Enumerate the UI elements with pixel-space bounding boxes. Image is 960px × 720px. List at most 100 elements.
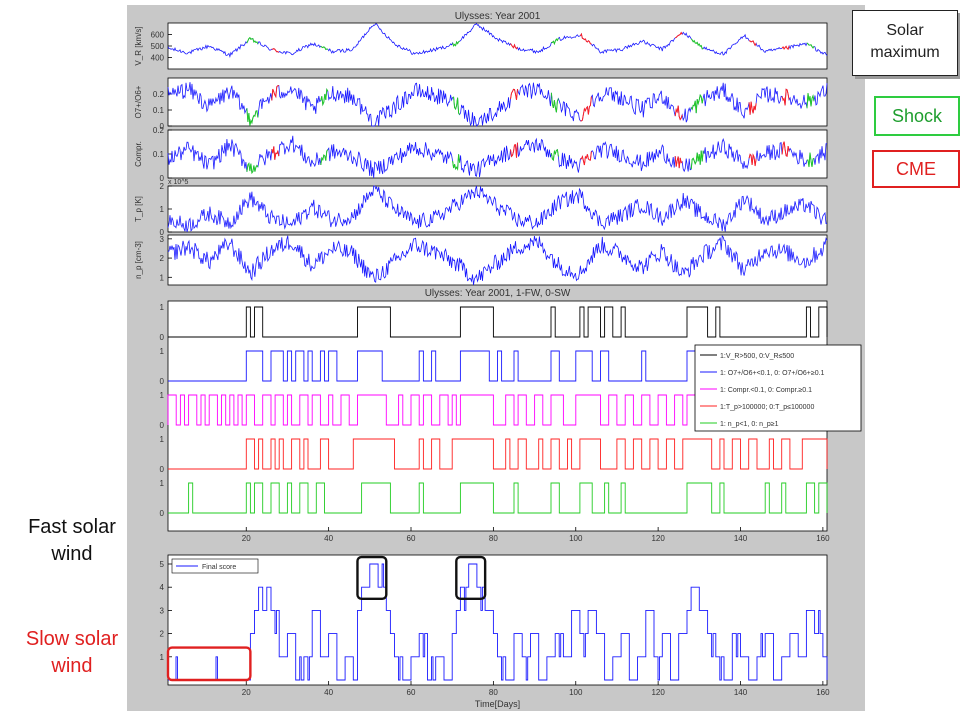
panel-3-frame [167, 129, 828, 179]
panel-4-ytick-label: 0 [160, 228, 165, 237]
score-xlabel: Time[Days] [475, 699, 520, 709]
panel-1-event-segment [690, 38, 704, 50]
binary-xtick-label: 60 [407, 534, 416, 543]
panel-5-ytick-label: 1 [160, 273, 165, 282]
panel-1-event-segment [749, 40, 757, 47]
binary-row-2-tick-1: 1 [160, 347, 165, 356]
panel-3-event-segment [781, 141, 790, 157]
panel-2-event-segment [246, 108, 259, 126]
score-xtick-label: 20 [242, 688, 251, 697]
panel-1-event-segment [271, 48, 280, 53]
binary-xtick-label: 40 [324, 534, 333, 543]
panel-5-ytick-label: 3 [160, 235, 165, 244]
panel-1-event-segment [579, 32, 592, 45]
panel-2-event-segment [806, 93, 815, 109]
binary-series-black [168, 306, 828, 338]
panel-3-event-segment [246, 162, 259, 175]
score-xtick-label: 40 [324, 688, 333, 697]
panel-3-event-segment [320, 149, 329, 165]
panel-2-event-segment [580, 96, 592, 122]
score-ytick-label: 2 [160, 630, 165, 639]
fast-solar-wind-label: Fast solar wind [28, 516, 116, 565]
panel-3-event-segment [748, 153, 757, 167]
binary-row-1-tick-0: 0 [160, 333, 165, 342]
score-xtick-label: 80 [489, 688, 498, 697]
panel-1-event-segment [510, 43, 518, 50]
panel-2-frame [167, 77, 828, 127]
shock-label: Shock [891, 106, 943, 126]
binary-row-3-tick-1: 1 [160, 391, 165, 400]
ulysses-chart-svg: Ulysses: Year 2001 Ulysses: Year 2001, 1-… [127, 5, 865, 711]
final-score-line [168, 563, 828, 681]
panel-1-ytick-label: 500 [151, 42, 165, 51]
panel-3-event-segment [452, 154, 461, 171]
panel-3-event-segment [580, 151, 592, 166]
score-legend-label: Final score [202, 564, 236, 571]
cme-legend-box: CME [872, 150, 960, 188]
panel-1-frame [167, 22, 828, 70]
binary-series-green [168, 482, 828, 514]
binary-row-3-tick-0: 0 [160, 421, 165, 430]
panel-2-ytick-label: 0.1 [153, 106, 165, 115]
panel-1-event-segment [246, 36, 259, 45]
score-xtick-label: 140 [734, 688, 748, 697]
score-ytick-label: 1 [160, 653, 165, 662]
panel-3-event-segment [690, 150, 704, 170]
panel-4-ytick-label: 1 [160, 205, 165, 214]
binary-legend-label-green: 1: n_p<1, 0: n_p≥1 [720, 421, 779, 428]
panel-5-ylabel: n_p [cm-3] [134, 241, 143, 279]
binary-row-5-tick-1: 1 [160, 479, 165, 488]
panel-2-event-segment [748, 101, 757, 115]
panel-5-ytick-label: 2 [160, 254, 165, 263]
ulysses-figure: Ulysses: Year 2001 Ulysses: Year 2001, 1-… [127, 5, 865, 711]
slow-solar-wind-label: Slow solar wind [25, 628, 119, 677]
panel-1-ytick-label: 600 [151, 31, 165, 40]
binary-legend-box [694, 344, 862, 432]
score-annotation-slow-box [166, 646, 252, 682]
panel-2-ylabel: O7+/O6+ [134, 85, 143, 118]
score-xtick-label: 60 [407, 688, 416, 697]
panel-2-event-segment [510, 88, 518, 100]
binary-xtick-label: 140 [734, 534, 748, 543]
panel-1-ytick-label: 400 [151, 54, 165, 63]
score-annotation-fast-box-2 [455, 555, 487, 600]
score-ytick-label: 3 [160, 606, 165, 615]
binary-series-magenta [167, 394, 828, 426]
binary-legend-label-red: 1:T_p>100000; 0:T_p≤100000 [720, 404, 814, 411]
top-title: Ulysses: Year 2001 [455, 11, 541, 22]
panel-3-ytick-label: 0.2 [153, 126, 165, 135]
panel-3-event-segment [806, 152, 815, 168]
binary-row-2-tick-0: 0 [160, 377, 165, 386]
binary-row-5-tick-0: 0 [160, 509, 165, 518]
panel-1-event-segment [781, 45, 790, 51]
solar-maximum-label: Solar maximum [870, 22, 940, 61]
cme-label: CME [896, 159, 936, 179]
panel-3-event-segment [674, 156, 683, 169]
binary-row-4-tick-1: 1 [160, 435, 165, 444]
score-xtick-label: 100 [569, 688, 583, 697]
score-annotation-fast-box-1 [356, 555, 388, 600]
panel-3-event-segment [271, 146, 280, 160]
panel-5-series-line [167, 235, 828, 285]
panel-4-ylabel: T_p [K] [134, 196, 143, 222]
panel-1-event-segment [551, 37, 559, 46]
score-xtick-label: 160 [816, 688, 830, 697]
panel-5-frame [167, 234, 828, 286]
shock-legend-box: Shock [874, 96, 960, 136]
panel-3-ylabel: Compr. [134, 141, 143, 167]
panel-2-event-segment [271, 85, 279, 101]
panel-1-event-segment [320, 45, 328, 51]
panel-2-event-segment [781, 88, 790, 106]
binary-xtick-label: 100 [569, 534, 583, 543]
panel-1-event-segment [675, 31, 683, 39]
panel-3-ytick-label: 0.1 [153, 150, 165, 159]
panel-4-series-line [167, 185, 828, 233]
solar-maximum-box: Solar maximum [852, 10, 958, 76]
panel-2-ytick-label: 0.2 [153, 90, 165, 99]
binary-title: Ulysses: Year 2001, 1-FW, 0-SW [425, 288, 571, 299]
panel-3-event-segment [550, 148, 559, 162]
panel-1-event-segment [806, 42, 815, 49]
panel-2-event-segment [550, 92, 559, 113]
binary-xtick-label: 20 [242, 534, 251, 543]
binary-xtick-label: 160 [816, 534, 830, 543]
